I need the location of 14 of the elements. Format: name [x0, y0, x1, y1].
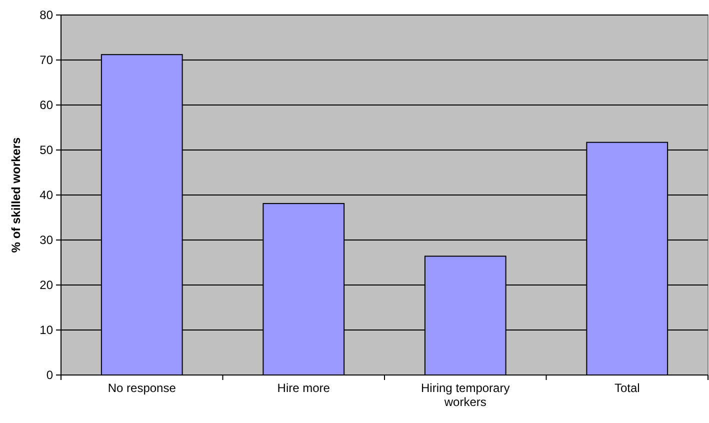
y-tick-label: 40: [40, 188, 54, 202]
x-tick-label: Total: [614, 381, 640, 395]
y-tick-label: 0: [46, 368, 54, 382]
y-tick-label: 20: [40, 278, 54, 292]
y-tick-label: 30: [40, 233, 54, 248]
y-tick-label: 10: [40, 323, 54, 338]
y-tick-label: 80: [40, 8, 54, 22]
x-tick-label: No response: [108, 381, 176, 395]
y-tick-label: 50: [40, 143, 54, 158]
y-axis-title: % of skilled workers: [9, 136, 23, 253]
y-tick-label: 60: [40, 98, 54, 112]
x-tick-label: Hiring temporary workers: [421, 381, 510, 409]
y-tick-label: 70: [40, 53, 54, 68]
x-tick-label: Hire more: [277, 381, 330, 395]
